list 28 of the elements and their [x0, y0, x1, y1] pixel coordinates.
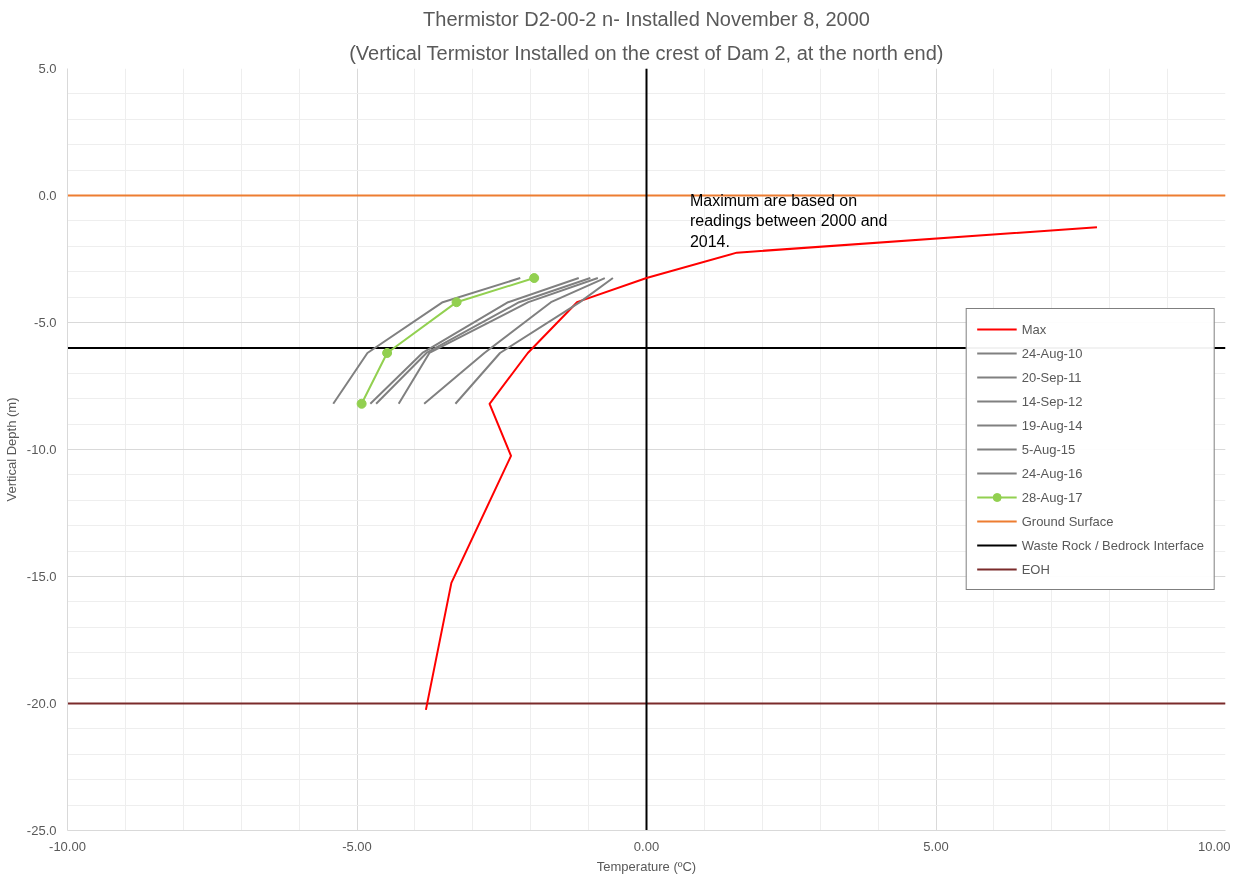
legend-label: 20-Sep-11	[1021, 369, 1082, 385]
legend-label: 19-Aug-14	[1021, 417, 1083, 433]
legend-label: Waste Rock / Bedrock Interface	[1021, 537, 1204, 553]
legend-label: EOH	[1021, 561, 1050, 577]
legend-label: 5-Aug-15	[1021, 441, 1076, 457]
annotation: Maximum are based on readings between 2000 and 2014.	[689, 191, 888, 250]
y-tick-label: 0.0	[38, 188, 57, 203]
legend-label: 28-Aug-17	[1021, 489, 1083, 505]
y-tick-label: -20.0	[26, 696, 57, 711]
y-tick-label: -15.0	[26, 569, 57, 584]
chart-title: Thermistor D2-00-2 n- Installed November 8, 2000	[423, 7, 870, 30]
x-tick-label: -5.00	[342, 838, 372, 854]
x-tick-label: -10.00	[49, 838, 86, 854]
chart-subtitle: (Vertical Termistor Installed on the crest of Dam 2, at the north end)	[349, 41, 944, 64]
x-axis-title: Temperature (ºC)	[596, 858, 697, 874]
y-tick-label: -10.0	[26, 442, 57, 457]
y-axis-title: Vertical Depth (m)	[3, 397, 19, 502]
legend-label: 14-Sep-12	[1021, 393, 1083, 409]
y-tick-label: -5.0	[34, 315, 57, 330]
legend-label: 24-Aug-16	[1021, 465, 1083, 481]
x-tick-label: 0.00	[633, 838, 660, 854]
y-tick-label: 5.0	[38, 61, 57, 76]
legend-label: Max	[1021, 321, 1047, 337]
legend-label: Ground Surface	[1021, 513, 1114, 529]
legend-label: 24-Aug-10	[1021, 345, 1083, 361]
x-tick-label: 5.00	[923, 838, 949, 854]
x-tick-label: 10.00	[1197, 838, 1231, 854]
y-tick-label: -25.0	[26, 823, 57, 838]
